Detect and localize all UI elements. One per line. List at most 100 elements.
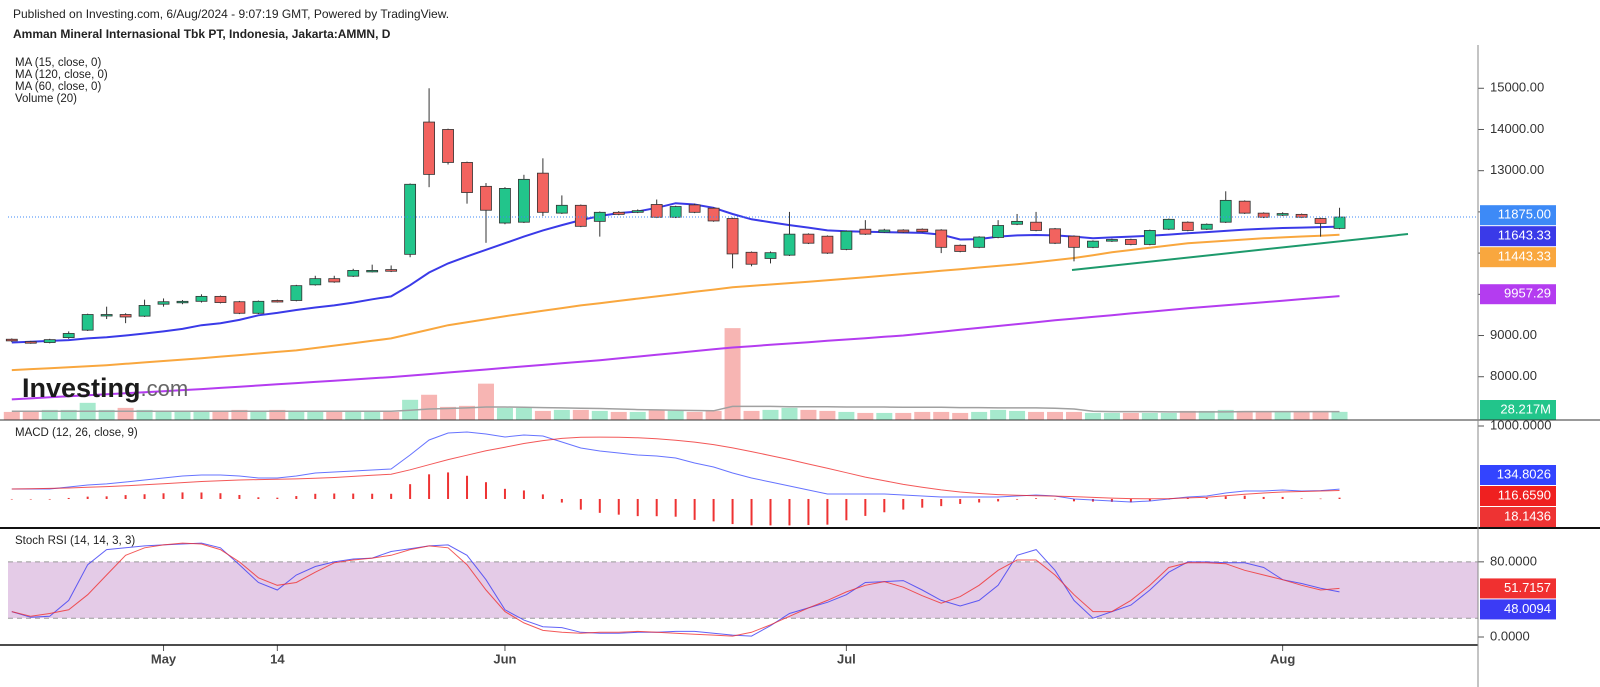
macd-histogram-bar	[864, 498, 867, 516]
watermark-suffix: .com	[141, 376, 189, 401]
volume-bar	[1293, 411, 1310, 420]
y-tick-label: 8000.00	[1490, 368, 1537, 383]
candle-body	[214, 295, 227, 303]
volume-bar	[857, 412, 874, 420]
volume-bar	[914, 411, 931, 420]
y-tick-label: 0.0000	[1490, 628, 1530, 643]
candle-body	[176, 300, 189, 304]
legend-entry: MA (120, close, 0)	[15, 69, 108, 81]
candle-body	[536, 172, 549, 213]
volume-bar	[819, 410, 836, 420]
candle-body	[1011, 220, 1023, 225]
candle-body	[612, 211, 625, 215]
candle-body	[878, 229, 891, 233]
candle-body	[1124, 239, 1137, 245]
volume-bar	[572, 409, 589, 420]
candle-body	[1049, 228, 1061, 244]
macd-histogram-bar	[466, 475, 469, 499]
candle-body	[1314, 218, 1327, 224]
candle-body	[821, 235, 834, 254]
value-tag	[1480, 400, 1556, 420]
value-tag	[1480, 599, 1556, 620]
macd-histogram-bar	[1262, 496, 1265, 499]
macd-histogram-bar	[1054, 498, 1057, 500]
macd-histogram-bar	[162, 493, 165, 499]
candle-body	[726, 218, 739, 255]
macd-histogram-bar	[276, 497, 279, 499]
candle-body	[24, 341, 37, 344]
macd-histogram-bar	[1035, 498, 1038, 499]
volume-bar	[1217, 409, 1234, 420]
macd-histogram-bar	[636, 498, 639, 517]
candle-body	[157, 301, 170, 305]
candle-body	[1200, 223, 1213, 230]
legend-entry: Volume (20)	[15, 93, 77, 105]
candle-body	[574, 204, 587, 227]
volume-bar	[60, 409, 77, 420]
candle-body	[119, 314, 132, 318]
macd-histogram-bar	[143, 494, 146, 499]
value-tag-label: 11443.33	[1498, 249, 1551, 264]
macd-histogram-bar	[238, 494, 241, 499]
volume-bar	[591, 410, 608, 420]
candle-body	[309, 278, 322, 286]
watermark-brand: Investing	[22, 373, 141, 403]
legend-entry: MA (15, close, 0)	[15, 57, 101, 69]
candle-body	[233, 301, 246, 314]
candle-body	[859, 228, 872, 235]
macd-histogram-bar	[617, 498, 620, 515]
volume-bar	[1160, 412, 1177, 420]
volume-bar	[971, 411, 988, 420]
value-tag-label: 18.1436	[1504, 508, 1551, 523]
macd-histogram-bar	[1243, 495, 1246, 499]
value-tag	[1480, 507, 1556, 527]
candle-body	[935, 229, 948, 248]
candle-body	[1276, 213, 1289, 216]
volume-bar	[364, 411, 381, 420]
volume-bar	[1103, 412, 1120, 420]
macd-histogram-bar	[314, 493, 317, 499]
volume-bar	[477, 383, 494, 420]
volume-bar	[22, 410, 39, 420]
macd-line	[11, 431, 1340, 503]
value-tag-label: 134.8026	[1497, 466, 1551, 481]
volume-bar	[629, 411, 646, 420]
macd-histogram-bar	[409, 484, 412, 499]
x-tick-label: Jun	[493, 651, 516, 666]
stoch-band	[8, 561, 1478, 619]
x-tick-label: May	[151, 651, 177, 666]
candle-body	[764, 252, 777, 259]
macd-histogram-bar	[257, 497, 260, 499]
macd-histogram-bar	[883, 498, 886, 513]
macd-histogram-bar	[29, 498, 32, 500]
macd-histogram-bar	[1319, 498, 1322, 500]
panel-title: MACD (12, 26, close, 9)	[15, 427, 138, 439]
macd-histogram-bar	[940, 498, 943, 507]
volume-bar	[1047, 411, 1064, 420]
value-tag	[1480, 205, 1556, 226]
macd-histogram-bar	[978, 498, 981, 503]
stoch-line	[11, 542, 1340, 637]
candle-body	[1181, 221, 1194, 231]
volume-bar	[1065, 411, 1082, 420]
volume-bar	[515, 407, 532, 420]
candle-body	[1068, 235, 1080, 248]
ma-line	[11, 295, 1340, 401]
candle-body	[631, 210, 644, 213]
volume-bar	[838, 411, 855, 420]
x-tick-label: Aug	[1270, 651, 1295, 666]
candle-body	[1238, 200, 1251, 214]
macd-histogram-bar	[522, 490, 525, 499]
candle-body	[518, 178, 530, 223]
macd-histogram-bar	[428, 474, 431, 499]
y-tick-label: 9000.00	[1490, 327, 1537, 342]
volume-bar	[1255, 411, 1272, 420]
instrument-title: Amman Mineral Internasional Tbk PT, Indo…	[13, 27, 391, 41]
volume-bar	[421, 394, 438, 420]
volume-bar	[174, 411, 191, 420]
candle-body	[328, 278, 341, 283]
candle-body	[669, 206, 682, 218]
macd-histogram-bar	[902, 498, 905, 510]
macd-histogram-bar	[788, 498, 791, 526]
